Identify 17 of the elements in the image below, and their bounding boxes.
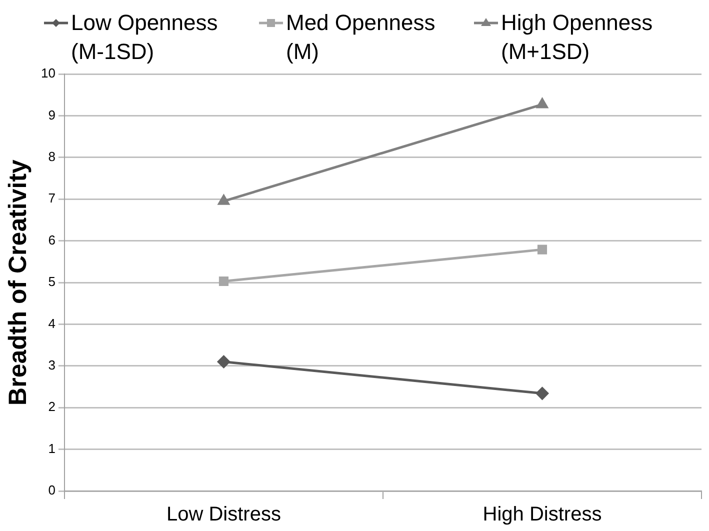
y-tick-label: 4 — [48, 316, 56, 331]
legend-label: Med Openness (M) — [286, 9, 436, 66]
legend-label: Low Openness (M-1SD) — [71, 9, 219, 66]
y-tick-label: 5 — [48, 274, 56, 290]
y-tick-label: 0 — [48, 482, 56, 498]
x-tick-label: Low Distress — [166, 504, 281, 526]
y-tick-label: 9 — [48, 107, 56, 122]
y-tick-label: 3 — [48, 357, 56, 372]
legend-label: High Openness (M+1SD) — [501, 9, 654, 66]
y-tick-label: 7 — [48, 190, 56, 206]
y-axis-title: Breadth of Creativity — [4, 159, 32, 406]
y-tick-label: 2 — [48, 399, 56, 414]
x-tick-label: High Distress — [482, 504, 602, 526]
y-tick-label: 10 — [40, 66, 56, 81]
y-tick-label: 1 — [48, 440, 56, 456]
y-tick-label: 6 — [48, 232, 56, 248]
y-tick-label: 8 — [48, 148, 56, 164]
